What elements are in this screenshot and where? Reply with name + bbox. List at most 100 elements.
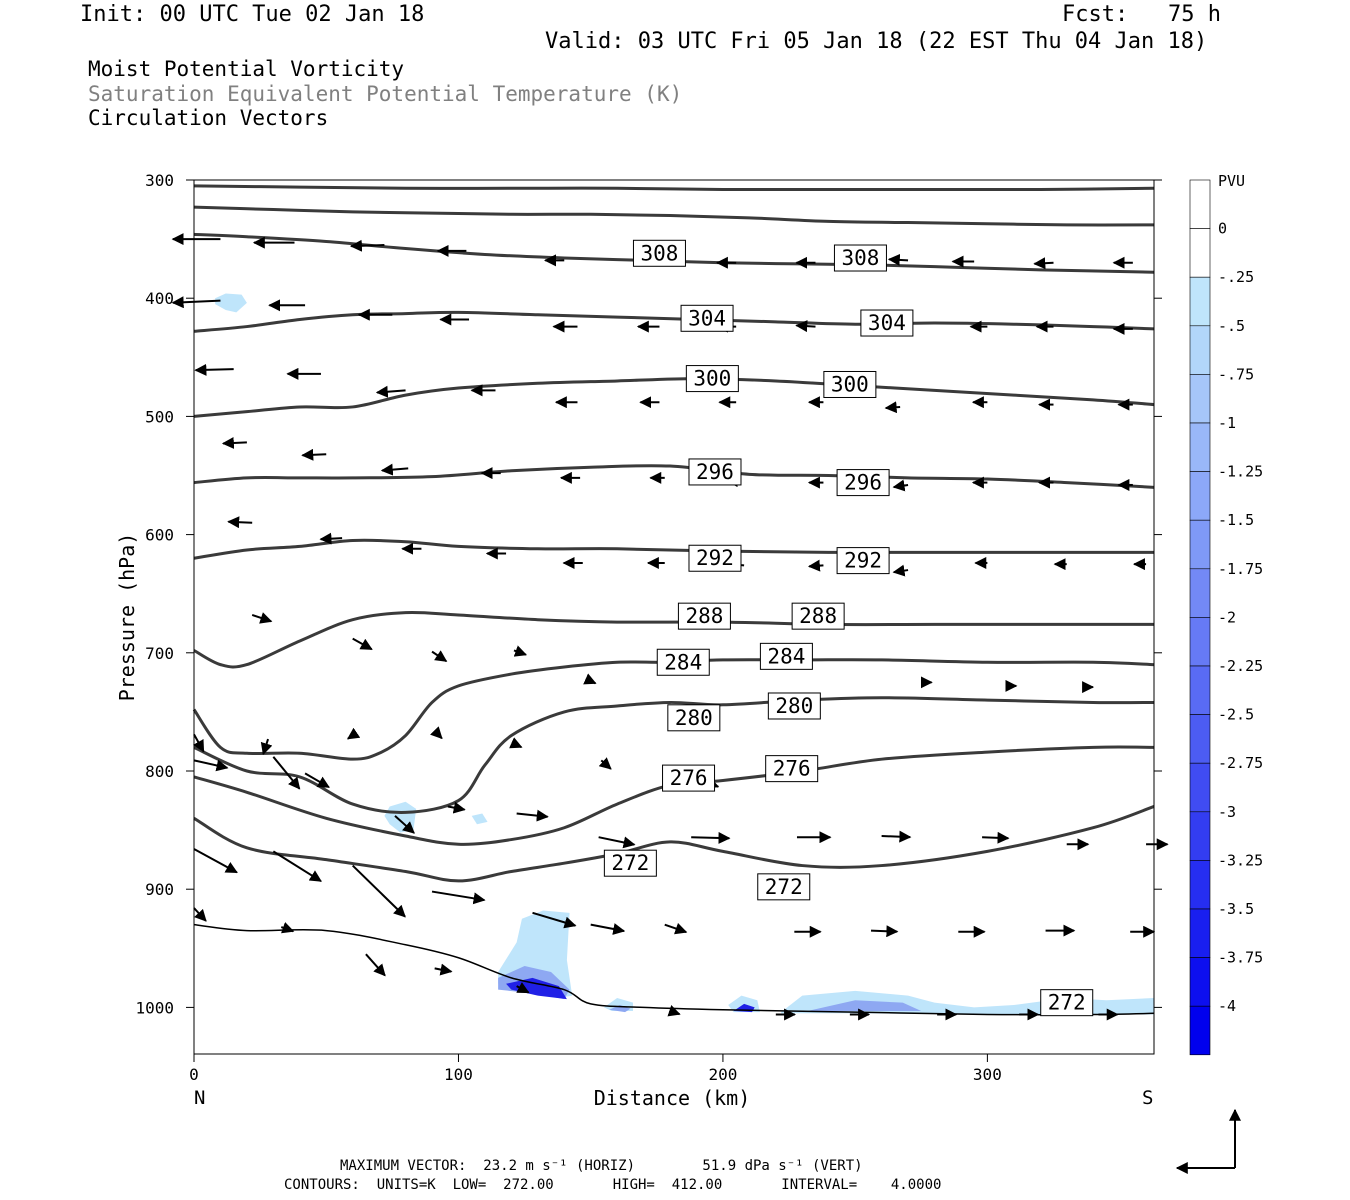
- colorbar-swatch: [1189, 568, 1211, 618]
- y-axis-label: Pressure (hPa): [115, 533, 139, 702]
- vector-arrow: [598, 836, 636, 849]
- colorbar-swatch: [1189, 714, 1211, 764]
- vector-arrow: [667, 1005, 681, 1017]
- vector-arrow: [272, 850, 322, 883]
- colorbar-swatch: [1189, 325, 1211, 375]
- y-tick-label: 1000: [135, 998, 174, 1017]
- colorbar-label: -3.5: [1218, 900, 1254, 918]
- contour-label: 272: [765, 875, 803, 899]
- x-end-label-north: N: [194, 1087, 205, 1109]
- colorbar-label: -4: [1218, 997, 1236, 1015]
- colorbar-swatch: [1189, 228, 1211, 278]
- theta-contours: [192, 184, 1155, 1016]
- circulation-vectors: [171, 233, 1169, 1021]
- theta-contour-line: [193, 745, 1155, 846]
- vector-arrow: [509, 737, 523, 749]
- contour-label: 292: [844, 549, 882, 573]
- x-tick-label: 200: [708, 1065, 737, 1084]
- vector-arrow: [532, 911, 577, 929]
- contour-label-box: [860, 309, 914, 337]
- colorbar-swatch: [1189, 957, 1211, 1007]
- vector-arrow: [319, 532, 343, 545]
- x-tick-label: 300: [973, 1065, 1002, 1084]
- vector-arrow: [227, 516, 253, 529]
- mpv-region: [215, 293, 247, 313]
- colorbar-swatch: [1189, 617, 1211, 667]
- contour-label-box: [765, 755, 819, 783]
- contour-label-box: [688, 458, 742, 486]
- colorbar-swatch: [1189, 519, 1211, 570]
- vector-arrow: [892, 564, 909, 577]
- contour-label: 304: [868, 311, 906, 335]
- forecast-hour: Fcst: 75 h: [1062, 2, 1221, 27]
- max-vector-note: MAXIMUM VECTOR: 23.2 m s⁻¹ (HORIZ) 51.9 …: [340, 1158, 863, 1174]
- contour-label: 308: [640, 241, 678, 265]
- contour-label-box: [680, 304, 734, 332]
- colorbar-label: -2: [1218, 608, 1236, 626]
- vector-arrow: [590, 923, 626, 935]
- colorbar-label: -1.25: [1218, 463, 1263, 481]
- contour-label: 280: [675, 706, 713, 730]
- y-tick-label: 800: [145, 762, 174, 781]
- colorbar-label: -.5: [1218, 317, 1245, 335]
- vector-arrow: [375, 385, 406, 398]
- valid-time: Valid: 03 UTC Fri 05 Jan 18 (22 EST Thu …: [545, 29, 1208, 54]
- colorbar-swatch: [1189, 860, 1211, 910]
- vector-arrow: [887, 253, 909, 266]
- vector-arrow: [691, 831, 731, 844]
- colorbar-label: -3.25: [1218, 851, 1263, 869]
- colorbar-label: -1.75: [1218, 560, 1263, 578]
- contour-label: 288: [685, 604, 723, 628]
- contour-label: 284: [664, 650, 702, 674]
- plot-frame: [193, 179, 1155, 1055]
- contour-label-box: [632, 239, 686, 267]
- vector-arrow: [260, 738, 273, 756]
- contour-label-box: [685, 365, 739, 393]
- theta-contour-line: [193, 184, 1155, 192]
- colorbar-swatch: [1189, 276, 1211, 327]
- contour-label: 276: [773, 757, 811, 781]
- vector-arrow: [351, 864, 406, 918]
- vector-arrow: [394, 815, 415, 834]
- theta-contour-line: [193, 610, 1154, 669]
- colorbar-swatch: [1189, 179, 1211, 229]
- colorbar-label: -3.75: [1218, 949, 1263, 967]
- vector-arrow: [193, 848, 238, 874]
- mpv-region: [384, 801, 417, 833]
- colorbar-label: -1.5: [1218, 511, 1254, 529]
- vector-arrow: [349, 239, 385, 252]
- vector-arrow: [346, 727, 361, 740]
- vector-arrow: [221, 436, 247, 449]
- field-label-vectors: Circulation Vectors: [88, 106, 329, 130]
- colorbar-label: -.75: [1218, 365, 1254, 383]
- contour-label-box: [836, 469, 890, 497]
- colorbar-label: -2.5: [1218, 706, 1254, 724]
- vector-arrow: [429, 726, 443, 740]
- colorbar-label: -2.25: [1218, 657, 1263, 675]
- vector-arrow: [881, 830, 912, 843]
- y-tick-label: 400: [145, 289, 174, 308]
- vector-arrow: [193, 759, 229, 772]
- contour-label: 280: [775, 694, 813, 718]
- vector-arrow: [251, 612, 273, 624]
- contour-info-note: CONTOURS: UNITS=K LOW= 272.00 HIGH= 412.…: [284, 1177, 942, 1193]
- vector-arrow: [352, 637, 373, 651]
- contour-label: 276: [670, 766, 708, 790]
- contour-label: 304: [688, 306, 726, 330]
- theta-contour-line: [193, 696, 1155, 814]
- theta-contour-line: [192, 658, 1155, 761]
- vector-arrow: [272, 756, 301, 790]
- theta-contour-line: [193, 538, 1154, 560]
- contour-label-box: [836, 547, 890, 575]
- vector-arrow: [171, 296, 221, 309]
- y-tick-label: 300: [145, 171, 174, 190]
- vector-arrow: [982, 831, 1010, 844]
- x-axis-label: Distance (km): [594, 1086, 751, 1110]
- y-tick-label: 500: [145, 407, 174, 426]
- x-tick-label: 100: [444, 1065, 473, 1084]
- vector-arrow: [807, 559, 824, 572]
- vector-arrow: [380, 463, 409, 476]
- colorbar-swatch: [1189, 374, 1211, 424]
- colorbar-swatch: [1189, 908, 1211, 958]
